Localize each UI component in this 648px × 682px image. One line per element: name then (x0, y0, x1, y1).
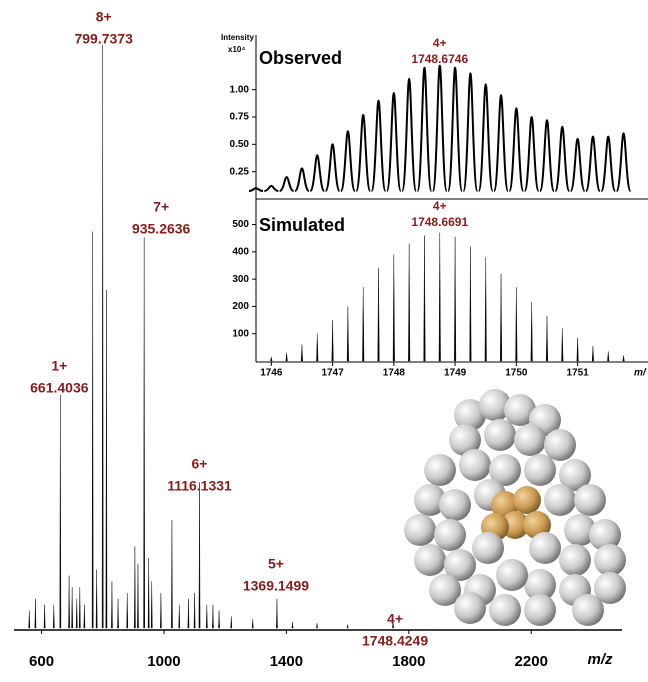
peak (171, 520, 172, 628)
x-tick-label: 1747 (321, 368, 344, 379)
peak-mz: 935.2636 (132, 221, 191, 237)
peak-charge: 8+ (96, 9, 112, 25)
peak-mz: 1748.6746 (411, 52, 468, 66)
peak (29, 611, 30, 628)
peak (188, 599, 189, 628)
peak-mz: 1748.6691 (411, 215, 468, 229)
peak-charge: 7+ (153, 199, 169, 215)
peak-mz: 1369.1499 (243, 578, 309, 594)
y-axis-unit: x10⁴ (228, 45, 245, 54)
panel-title: Observed (259, 48, 342, 68)
peak (199, 482, 200, 628)
x-tick-label: 1749 (444, 368, 467, 379)
peak (92, 232, 93, 628)
peak-mz: 1116.1331 (167, 478, 232, 494)
panel-title: Simulated (259, 215, 345, 235)
x-axis-label: m/ (634, 368, 647, 379)
y-tick-label: 0.50 (230, 139, 250, 150)
x-tick-label: 1746 (260, 368, 283, 379)
peak (179, 605, 180, 628)
peak (72, 587, 73, 628)
peak (117, 599, 118, 628)
x-axis-label: m/z (587, 651, 613, 668)
peak (206, 605, 207, 628)
peak (106, 290, 107, 628)
peak (111, 581, 112, 628)
peak (68, 576, 69, 628)
y-tick-label: 500 (232, 219, 249, 230)
x-tick-label: 1750 (505, 368, 528, 379)
peak (84, 605, 85, 628)
peak-mz: 661.4036 (30, 380, 89, 396)
peak (252, 619, 253, 628)
peak-mz: 799.7373 (74, 31, 133, 47)
y-tick-label: 400 (232, 246, 249, 257)
peak-charge: 4+ (433, 199, 447, 213)
x-tick-label: 1000 (147, 653, 180, 670)
y-tick-label: 0.75 (230, 112, 250, 123)
peak (218, 611, 219, 628)
peak (137, 564, 138, 628)
x-tick-label: 1800 (392, 653, 425, 670)
peak (79, 587, 80, 628)
x-tick-label: 1400 (270, 653, 303, 670)
molecule-image (404, 389, 626, 626)
peak-charge: 5+ (268, 556, 284, 572)
peak (96, 570, 97, 628)
y-tick-label: 1.00 (230, 84, 250, 95)
peak-charge: 6+ (192, 456, 208, 472)
peak-charge: 1+ (51, 358, 67, 374)
x-tick-label: 600 (29, 653, 54, 670)
y-tick-label: 100 (232, 328, 249, 339)
peak (292, 622, 293, 628)
peak (76, 599, 77, 628)
peak (35, 599, 36, 628)
peak (316, 623, 317, 628)
peak (194, 593, 195, 628)
peak (151, 581, 152, 628)
y-tick-label: 0.25 (230, 166, 250, 177)
peak (127, 593, 128, 628)
peak (102, 45, 103, 628)
peak (144, 237, 145, 628)
peak (44, 605, 45, 628)
y-tick-label: 300 (232, 274, 249, 285)
x-tick-label: 1751 (566, 368, 589, 379)
peak (347, 625, 348, 628)
y-axis-label: Intensity (221, 33, 254, 42)
peak (212, 605, 213, 628)
peak (134, 546, 135, 628)
peak (276, 599, 277, 628)
peak-mz: 1748.4249 (362, 633, 428, 649)
peak (60, 395, 61, 628)
x-tick-label: 1748 (383, 368, 406, 379)
peak (160, 593, 161, 628)
peak (231, 616, 232, 628)
peak-charge: 4+ (433, 36, 447, 50)
peak (53, 605, 54, 628)
peak (148, 558, 149, 628)
figure: 600 1000 1400 1800 2200 m/z 8+ 799.7373 7+ 935.26… (0, 0, 648, 682)
y-tick-label: 200 (232, 301, 249, 312)
peak-charge: 4+ (387, 611, 403, 627)
x-tick-label: 2200 (515, 653, 548, 670)
